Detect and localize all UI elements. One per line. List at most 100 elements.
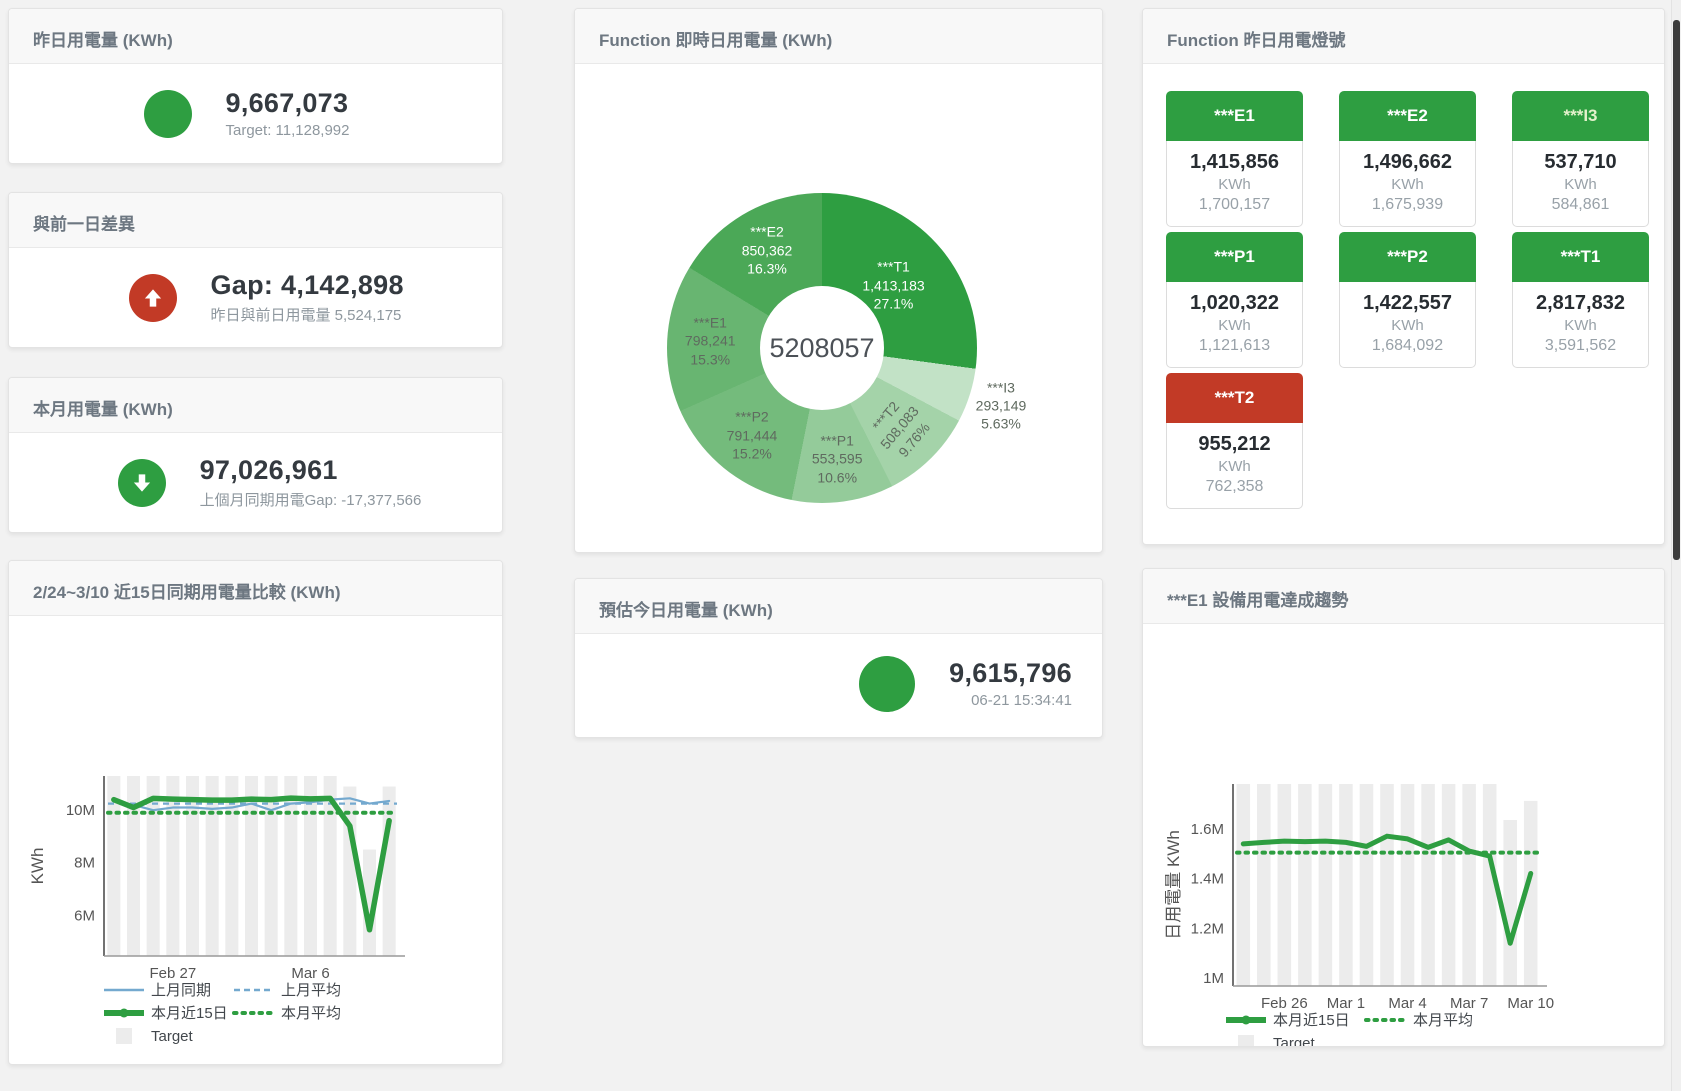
svg-text:Mar 4: Mar 4 [1388, 995, 1426, 1012]
light-tile-value: 1,415,856 [1190, 151, 1279, 173]
light-tile-grid: ***E1 1,415,856 KWh 1,700,157 ***E2 1,496,662… [1143, 64, 1664, 509]
month-usage-value: 97,026,961 [199, 455, 338, 485]
card-month-usage: 本月用電量 (KWh) 97,026,961 上個月同期用電Gap: -17,3… [8, 377, 503, 533]
light-tile: ***E1 1,415,856 KWh 1,700,157 [1166, 91, 1303, 227]
svg-text:上月平均: 上月平均 [281, 982, 341, 999]
target-bar [1257, 784, 1271, 986]
light-tile: ***P1 1,020,322 KWh 1,121,613 [1166, 232, 1303, 368]
light-tile-value: 2,817,832 [1536, 292, 1625, 314]
estimate-today-time: 06-21 15:34:41 [971, 692, 1072, 709]
target-bar [1298, 784, 1312, 986]
green-status-circle-icon [859, 655, 916, 712]
light-tile-target: 1,700,157 [1198, 196, 1271, 213]
target-bar [1339, 784, 1353, 986]
light-tile-body: 1,020,322 KWh 1,121,613 [1166, 282, 1303, 368]
card-e1-trend: ***E1 設備用電達成趨勢 1M 1.2M 1.4M 1.6M 日用電量 KWh Feb… [1142, 568, 1665, 1052]
target-bar [304, 776, 317, 956]
target-bar [245, 776, 258, 956]
card-yesterday-usage: 昨日用電量 (KWh) 9,667,073 Target: 11,128,992 [8, 8, 503, 164]
target-bar [1359, 784, 1374, 986]
card-title: 與前一日差異 [9, 193, 502, 248]
svg-text:Target: Target [1273, 1035, 1316, 1046]
light-tile: ***E2 1,496,662 KWh 1,675,939 [1339, 91, 1476, 227]
month-usage-stat: 97,026,961 上個月同期用電Gap: -17,377,566 [9, 433, 502, 532]
month-usage-gap: 上個月同期用電Gap: -17,377,566 [199, 492, 422, 509]
light-tile-target: 1,684,092 [1371, 337, 1444, 354]
light-tile: ***T2 955,212 KWh 762,358 [1166, 373, 1303, 509]
light-tile-unit: KWh [1218, 317, 1251, 334]
target-bar [1236, 784, 1251, 986]
target-bar [225, 776, 239, 956]
light-tile-body: 1,496,662 KWh 1,675,939 [1339, 141, 1476, 227]
svg-text:本月近15日: 本月近15日 [151, 1005, 228, 1022]
svg-text:本月平均: 本月平均 [1413, 1012, 1473, 1029]
light-tile-unit: KWh [1218, 176, 1251, 193]
target-bar [1462, 784, 1476, 986]
svg-text:日用電量 KWh: 日用電量 KWh [1164, 830, 1183, 940]
target-bar [1421, 784, 1435, 986]
svg-text:10M: 10M [66, 802, 95, 819]
card-title: ***E1 設備用電達成趨勢 [1143, 569, 1664, 624]
svg-text:Mar 7: Mar 7 [1450, 995, 1488, 1012]
target-bar [186, 776, 199, 956]
light-tile-label: ***P1 [1166, 232, 1303, 282]
svg-text:Feb 27: Feb 27 [149, 965, 196, 982]
yesterday-usage-stat: 9,667,073 Target: 11,128,992 [9, 64, 502, 163]
light-tile-label: ***T2 [1166, 373, 1303, 423]
vertical-scrollbar-thumb[interactable] [1673, 20, 1680, 560]
card-title: 2/24~3/10 近15日同期用電量比較 (KWh) [9, 561, 502, 616]
svg-text:Target: Target [151, 1028, 194, 1045]
light-tile-body: 537,710 KWh 584,861 [1512, 141, 1649, 227]
light-tile-target: 762,358 [1205, 478, 1264, 495]
light-tile-target: 3,591,562 [1544, 337, 1617, 354]
light-tile: ***T1 2,817,832 KWh 3,591,562 [1512, 232, 1649, 368]
gap-sub: 昨日與前日用電量 5,524,175 [210, 307, 402, 324]
target-bar [107, 776, 121, 956]
card-title: 本月用電量 (KWh) [9, 378, 502, 433]
realtime-usage-donut-chart[interactable]: 5208057 ***T1 1,413,183 27.1% ***I3 293,149 5… [667, 193, 1026, 503]
light-tile: ***P2 1,422,557 KWh 1,684,092 [1339, 232, 1476, 368]
svg-text:KWh: KWh [28, 848, 47, 885]
target-bar [1441, 784, 1456, 986]
light-tile-label: ***I3 [1512, 91, 1649, 141]
light-tile-unit: KWh [1218, 458, 1251, 475]
target-bar [1318, 784, 1333, 986]
e1-trend-chart[interactable]: 1M 1.2M 1.4M 1.6M 日用電量 KWh Feb 26 Mar 1 Mar 4 Ma… [1143, 624, 1664, 1052]
card-yesterday-lights: Function 昨日用電燈號 ***E1 1,415,856 KWh 1,700,1… [1142, 8, 1665, 545]
light-tile-body: 1,422,557 KWh 1,684,092 [1339, 282, 1476, 368]
green-down-arrow-icon [117, 458, 166, 507]
svg-text:Mar 6: Mar 6 [291, 965, 329, 982]
light-tile-label: ***E2 [1339, 91, 1476, 141]
light-tile-unit: KWh [1564, 176, 1597, 193]
light-tile: ***I3 537,710 KWh 584,861 [1512, 91, 1649, 227]
svg-text:Mar 1: Mar 1 [1327, 995, 1365, 1012]
light-tile-unit: KWh [1564, 317, 1597, 334]
target-bar [1380, 784, 1394, 986]
svg-text:6M: 6M [74, 907, 95, 924]
svg-text:8M: 8M [74, 855, 95, 872]
yesterday-usage-target: Target: 11,128,992 [225, 122, 350, 139]
estimate-today-value: 9,615,796 [949, 658, 1072, 688]
target-bar [1400, 784, 1415, 986]
target-bar [166, 776, 180, 956]
card-estimate-today: 預估今日用電量 (KWh) 9,615,796 06-21 15:34:41 [574, 578, 1103, 738]
light-tile-target: 1,121,613 [1198, 337, 1271, 354]
target-bar [1523, 800, 1538, 986]
red-up-arrow-icon [128, 273, 177, 322]
target-bar [205, 776, 219, 956]
diff-prev-day-stat: Gap: 4,142,898 昨日與前日用電量 5,524,175 [9, 248, 502, 347]
svg-text:1.4M: 1.4M [1191, 871, 1224, 888]
estimate-today-stat: 9,615,796 06-21 15:34:41 [575, 634, 1102, 733]
svg-text:本月近15日: 本月近15日 [1273, 1012, 1350, 1029]
light-tile-target: 584,861 [1551, 196, 1610, 213]
svg-text:1.6M: 1.6M [1191, 821, 1224, 838]
donut-center-total: 5208057 [760, 286, 884, 410]
light-tile-value: 1,422,557 [1363, 292, 1452, 314]
svg-text:本月平均: 本月平均 [281, 1005, 341, 1022]
target-bar [146, 776, 160, 956]
light-tile-value: 537,710 [1544, 151, 1617, 173]
svg-text:Mar 10: Mar 10 [1507, 995, 1554, 1012]
target-bar [1482, 784, 1497, 986]
